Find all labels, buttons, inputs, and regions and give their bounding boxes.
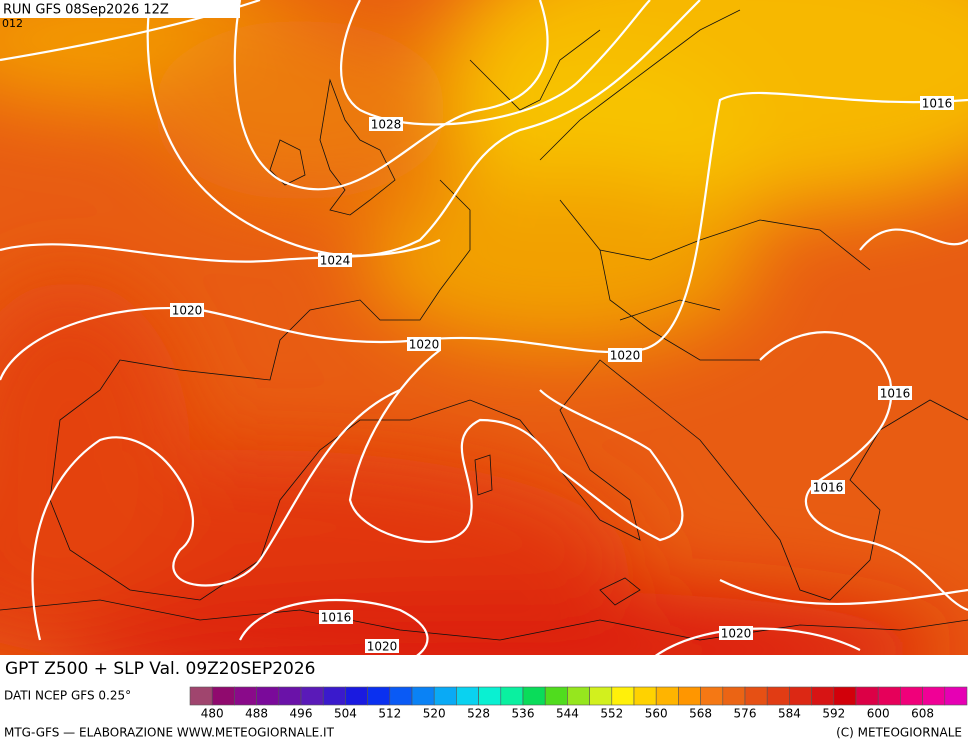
colorbar-swatch xyxy=(456,686,479,706)
coastlines xyxy=(0,9,968,641)
colorbar-label: 600 xyxy=(867,707,890,721)
colorbar-label: 504 xyxy=(334,707,357,721)
colorbar-swatch xyxy=(678,686,701,706)
colorbar-swatch xyxy=(500,686,524,706)
colorbar-swatch xyxy=(189,686,213,706)
isobar-label-box xyxy=(407,337,441,351)
colorbar-swatch xyxy=(722,686,746,706)
map-title: GPT Z500 + SLP Val. 09Z20SEP2026 xyxy=(5,659,316,679)
isobar-label-box xyxy=(608,348,642,362)
header-box xyxy=(0,0,240,18)
colorbar-label: 512 xyxy=(378,707,401,721)
colorbar-swatch xyxy=(544,686,568,706)
colorbar-swatch xyxy=(833,686,857,706)
isobar-label: 1016 xyxy=(880,387,911,401)
colorbar-swatch xyxy=(922,686,946,706)
colorbar-swatch xyxy=(478,686,502,706)
colorbar-swatch xyxy=(322,686,346,706)
colorbar-swatch xyxy=(567,686,590,706)
isobar-label: 1016 xyxy=(321,611,352,625)
colorbar-swatch xyxy=(811,686,835,706)
colorbar-swatch xyxy=(234,686,257,706)
colorbar-label: 576 xyxy=(734,707,757,721)
run-label: RUN GFS 08Sep2026 12Z xyxy=(3,3,169,18)
colorbar-swatch xyxy=(367,686,391,706)
colorbar-label: 592 xyxy=(822,707,845,721)
isobar-label-box xyxy=(811,480,845,494)
isobar-label: 1024 xyxy=(320,254,351,268)
colorbar-label: 488 xyxy=(245,707,268,721)
isobar-label: 1020 xyxy=(409,338,440,352)
isobar-label-box xyxy=(878,386,912,400)
colorbar-swatch xyxy=(789,686,812,706)
source-label: DATI NCEP GFS 0.25° xyxy=(4,689,131,703)
colorbar-label: 480 xyxy=(201,707,224,721)
colorbar-swatch xyxy=(611,686,635,706)
isobar-label-box xyxy=(920,96,954,110)
colorbar: 480 488 496 504 512 520 528 536 544 552 560 568 576 5… xyxy=(189,686,968,721)
isobar-label-box xyxy=(369,117,403,131)
colorbar-swatch xyxy=(411,686,435,706)
isobar-label-box xyxy=(365,639,399,653)
colorbar-swatch xyxy=(744,686,768,706)
isobar-label: 1020 xyxy=(721,627,752,641)
colorbar-swatch xyxy=(633,686,657,706)
colorbar-swatch xyxy=(389,686,413,706)
colorbar-label: 584 xyxy=(778,707,801,721)
colorbar-label: 552 xyxy=(600,707,623,721)
colorbar-swatch xyxy=(655,686,679,706)
colorbar-swatch xyxy=(522,686,546,706)
colorbar-swatch xyxy=(345,686,368,706)
colorbar-swatch xyxy=(211,686,235,706)
map-title-box xyxy=(0,655,416,682)
isobar-label-box xyxy=(170,303,204,317)
colorbar-swatch xyxy=(855,686,879,706)
isobar-label: 1020 xyxy=(610,349,641,363)
colorbar-swatch xyxy=(278,686,302,706)
isobar-label: 1020 xyxy=(367,640,398,654)
colorbar-label: 568 xyxy=(689,707,712,721)
isobar-labels: 1028 1024 1020 1020 1020 1016 1016 1016 1016 1020… xyxy=(170,96,954,654)
footer-left: MTG-GFS — ELABORAZIONE WWW.METEOGIORNALE… xyxy=(4,726,335,740)
isobar-label: 1020 xyxy=(172,304,203,318)
colorbar-label: 496 xyxy=(290,707,313,721)
isobars xyxy=(0,0,968,655)
colorbar-swatch xyxy=(700,686,724,706)
colorbar-swatch xyxy=(766,686,790,706)
colorbar-swatch xyxy=(900,686,923,706)
step-label: 012 xyxy=(2,17,23,30)
isobar-label: 1016 xyxy=(813,481,844,495)
isobar-label: 1028 xyxy=(371,118,402,132)
colorbar-label: 528 xyxy=(467,707,490,721)
colorbar-label: 536 xyxy=(512,707,535,721)
colorbar-swatch xyxy=(877,686,901,706)
colorbar-swatch xyxy=(944,686,968,706)
colorbar-swatch xyxy=(256,686,280,706)
colorbar-label: 608 xyxy=(911,707,934,721)
colorbar-swatch xyxy=(300,686,324,706)
colorbar-label: 560 xyxy=(645,707,668,721)
isobar-label: 1016 xyxy=(922,97,953,111)
isobar-label-box xyxy=(719,626,753,640)
colorbar-label: 544 xyxy=(556,707,579,721)
colorbar-swatch xyxy=(433,686,457,706)
colorbar-swatch xyxy=(589,686,613,706)
isobar-label-box xyxy=(318,253,352,267)
map: 1028 1024 1020 1020 1020 1016 1016 1016 1016 1020… xyxy=(0,0,968,655)
colorbar-label: 520 xyxy=(423,707,446,721)
isobar-label-box xyxy=(319,610,353,624)
footer-right: (C) METEOGIORNALE xyxy=(836,726,962,740)
